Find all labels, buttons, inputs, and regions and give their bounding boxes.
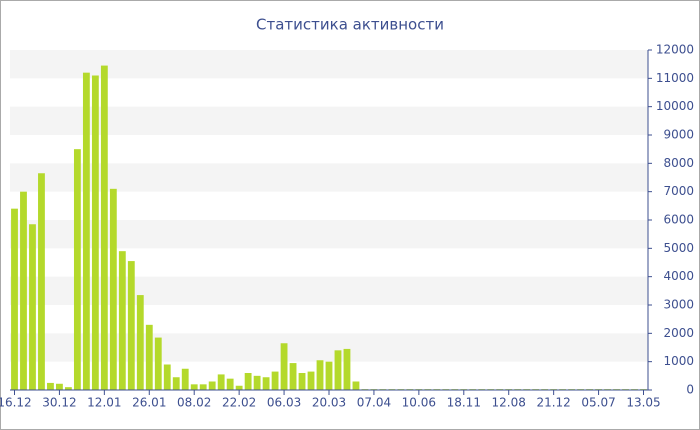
bar <box>109 188 117 390</box>
bar <box>100 65 108 390</box>
x-tick-label: 12.01 <box>87 396 121 410</box>
bar <box>298 373 306 390</box>
y-tick-label: 7000 <box>663 184 694 198</box>
bar <box>325 361 333 390</box>
bar <box>343 348 351 390</box>
bar <box>334 350 342 390</box>
bar <box>262 377 270 390</box>
y-tick-label: 4000 <box>663 269 694 283</box>
x-tick-label: 06.03 <box>267 396 301 410</box>
bar <box>208 381 216 390</box>
grid-band <box>10 106 648 135</box>
x-tick-label: 18.11 <box>447 396 481 410</box>
bar <box>56 383 63 390</box>
x-tick-label: 21.12 <box>536 396 570 410</box>
y-tick-label: 1000 <box>663 354 694 368</box>
bar <box>199 384 207 390</box>
bar <box>20 191 27 390</box>
x-tick-label: 10.06 <box>402 396 436 410</box>
x-tick-label: 30.12 <box>42 396 76 410</box>
bar <box>73 149 81 390</box>
bar <box>118 251 126 390</box>
bar <box>64 387 72 390</box>
x-tick-label: 26.01 <box>132 396 166 410</box>
y-tick-label: 2000 <box>663 326 694 340</box>
bar <box>11 208 18 390</box>
grid-band <box>10 163 648 192</box>
y-tick-label: 3000 <box>663 298 694 312</box>
bar <box>226 378 234 390</box>
y-tick-label: 8000 <box>663 156 694 170</box>
bar <box>280 343 288 390</box>
grid-band <box>10 50 648 79</box>
bar <box>91 75 99 390</box>
y-tick-label: 5000 <box>663 241 694 255</box>
y-tick-label: 0 <box>686 383 694 397</box>
x-tick-label: 16.12 <box>0 396 32 410</box>
bar <box>190 384 198 390</box>
y-tick-label: 11000 <box>656 71 694 85</box>
bar <box>271 371 279 390</box>
chart-title: Статистика активности <box>256 16 444 34</box>
bar <box>235 385 243 390</box>
bar <box>316 360 324 390</box>
x-tick-label: 13.05 <box>626 396 660 410</box>
x-tick-label: 12.08 <box>492 396 526 410</box>
y-tick-label: 9000 <box>663 128 694 142</box>
bar <box>307 371 315 390</box>
bar <box>154 337 162 390</box>
bar <box>82 72 90 391</box>
bar <box>38 173 45 390</box>
bar <box>47 382 54 390</box>
y-tick-label: 10000 <box>656 99 694 113</box>
bar <box>127 261 135 390</box>
bar <box>181 368 189 390</box>
x-tick-label: 08.02 <box>177 396 211 410</box>
x-tick-label: 20.03 <box>312 396 346 410</box>
y-tick-label: 12000 <box>656 43 694 57</box>
x-tick-label: 07.04 <box>357 396 391 410</box>
x-tick-label: 22.02 <box>222 396 256 410</box>
bar <box>253 375 261 390</box>
bar <box>172 377 180 390</box>
bar <box>136 295 144 390</box>
bar <box>29 224 36 390</box>
y-tick-label: 6000 <box>663 213 694 227</box>
bar <box>163 364 171 390</box>
x-tick-label: 05.07 <box>581 396 615 410</box>
bar <box>352 381 360 390</box>
bar <box>244 373 252 390</box>
bar <box>145 324 153 390</box>
bar <box>217 374 225 390</box>
bar <box>289 363 297 390</box>
